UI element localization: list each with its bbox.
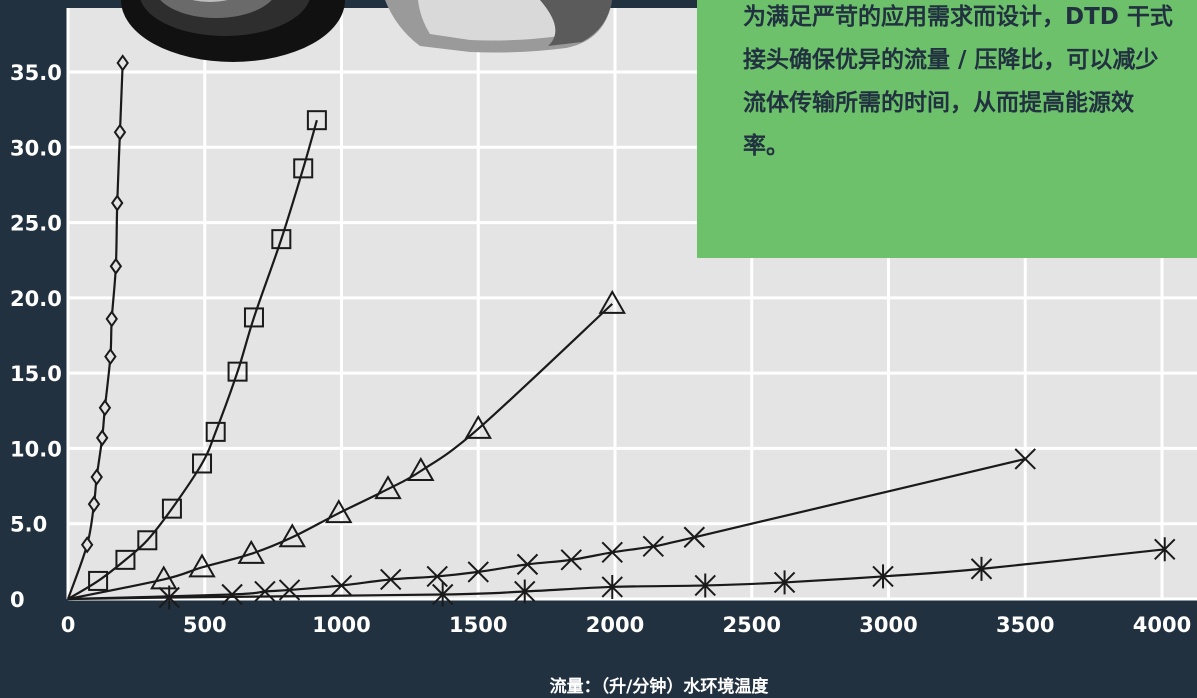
marker-square — [115, 549, 136, 570]
marker-square — [243, 307, 264, 328]
y-tick-label: 10.0 — [10, 437, 62, 461]
y-tick-label: 25.0 — [10, 212, 62, 236]
marker-x — [516, 553, 539, 576]
marker-asterisk — [694, 573, 716, 598]
marker-x — [254, 580, 276, 603]
x-axis-label: 流量：（升/分钟）水环境温度 — [550, 676, 770, 697]
y-tick-label: 35.0 — [10, 61, 62, 85]
marker-square — [293, 158, 314, 179]
marker-x — [1014, 448, 1036, 470]
marker-diamond — [105, 310, 118, 328]
marker-asterisk — [431, 582, 454, 607]
marker-asterisk — [773, 570, 796, 595]
marker-x — [278, 579, 301, 601]
callout-text: 为满足严苛的应用需求而设计，DTD 干式接头确保优异的流量 / 压降比，可以减少… — [743, 4, 1173, 159]
marker-square — [192, 453, 213, 474]
marker-x — [380, 568, 402, 591]
marker-diamond — [113, 123, 127, 141]
marker-asterisk — [1154, 537, 1176, 562]
marker-diamond — [80, 536, 94, 554]
series-curve-asterisk — [67, 548, 1165, 601]
x-tick-label: 2500 — [723, 613, 781, 637]
marker-diamond — [90, 468, 103, 486]
y-tick-label: 30.0 — [10, 136, 62, 160]
x-tick-label: 1000 — [312, 613, 370, 637]
marker-square — [137, 530, 158, 551]
y-tick-labels: 0 5.0 10.0 15.0 20.0 25.0 30.0 35.0 — [10, 61, 62, 612]
marker-triangle — [188, 553, 216, 578]
x-tick-label: 0 — [61, 613, 76, 637]
marker-x — [560, 549, 582, 571]
x-tick-labels: 0 500 1000 1500 2000 2500 3000 3500 4000 — [61, 613, 1192, 637]
marker-x — [642, 535, 664, 558]
marker-square — [227, 361, 248, 382]
marker-asterisk — [158, 585, 180, 610]
marker-x — [330, 574, 353, 597]
y-tick-label: 15.0 — [10, 362, 62, 386]
marker-x — [426, 565, 448, 588]
marker-diamond — [116, 54, 129, 72]
marker-triangle — [150, 565, 178, 590]
marker-asterisk — [601, 574, 623, 599]
marker-asterisk — [872, 564, 894, 589]
marker-square — [271, 229, 292, 250]
x-tick-label: 4000 — [1133, 613, 1191, 637]
marker-triangle — [464, 414, 492, 439]
marker-diamond — [95, 429, 109, 447]
marker-diamond — [111, 194, 124, 212]
marker-asterisk — [970, 556, 993, 581]
marker-triangle — [278, 523, 306, 548]
marker-diamond — [104, 347, 117, 366]
marker-asterisk — [514, 579, 536, 604]
marker-diamond — [87, 495, 101, 513]
marker-triangle — [374, 475, 402, 500]
x-tick-label: 500 — [183, 613, 227, 637]
coupling-photo-icon — [121, 0, 612, 62]
x-tick-label: 1500 — [449, 613, 507, 637]
marker-diamond — [109, 257, 123, 275]
y-tick-label: 0 — [10, 588, 25, 612]
marker-x — [683, 526, 706, 548]
x-tick-label: 3500 — [996, 613, 1054, 637]
marker-square — [88, 570, 109, 591]
x-tick-label: 3000 — [859, 613, 917, 637]
marker-x — [601, 541, 623, 564]
marker-triangle — [325, 499, 353, 524]
marker-square — [161, 498, 182, 519]
marker-x — [221, 583, 243, 606]
marker-square — [205, 421, 226, 442]
marker-square — [306, 110, 327, 131]
marker-triangle — [598, 289, 626, 314]
marker-x — [467, 561, 489, 583]
marker-diamond — [98, 399, 112, 417]
callout-box: 为满足严苛的应用需求而设计，DTD 干式接头确保优异的流量 / 压降比，可以减少… — [697, 0, 1197, 258]
y-tick-label: 20.0 — [10, 287, 62, 311]
x-tick-label: 2000 — [586, 613, 644, 637]
y-tick-label: 5.0 — [10, 513, 47, 537]
data-markers — [80, 54, 1176, 610]
marker-triangle — [237, 539, 265, 564]
marker-triangle — [407, 456, 435, 482]
